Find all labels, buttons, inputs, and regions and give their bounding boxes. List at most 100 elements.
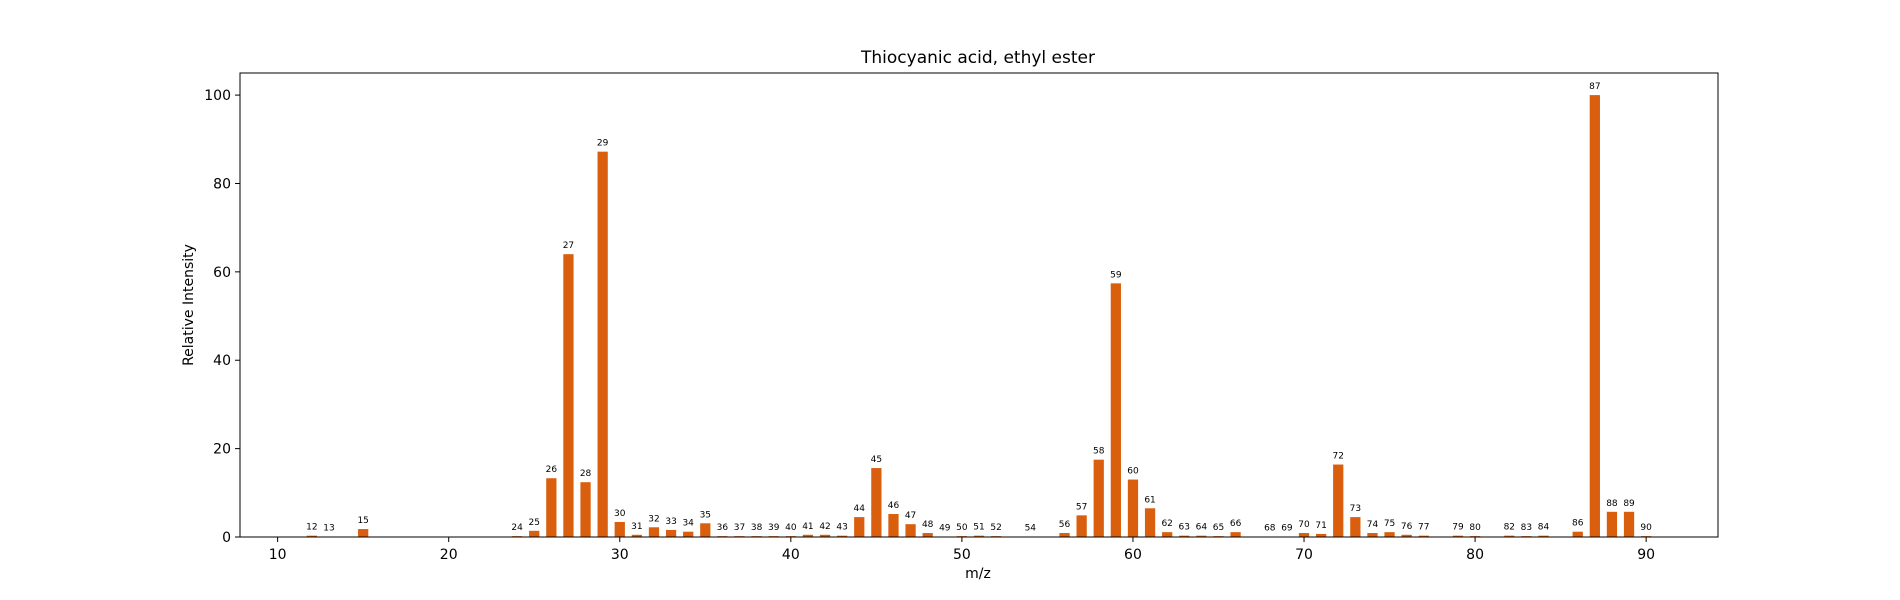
bar-mz-73 — [1350, 517, 1361, 537]
y-axis-ticks: 0 20 40 60 80 100 — [204, 88, 240, 546]
bar-mz-71 — [1316, 533, 1327, 537]
bar-label-56: 56 — [1059, 520, 1071, 530]
bar-mz-88 — [1606, 511, 1618, 537]
bar-label-57: 57 — [1076, 502, 1087, 512]
bar-mz-84 — [1538, 535, 1549, 537]
bar-mz-43 — [837, 535, 848, 537]
x-tick-label-40: 40 — [782, 547, 800, 563]
bar-label-70: 70 — [1298, 520, 1310, 530]
y-tick-label-100: 100 — [204, 88, 231, 104]
bar-mz-30 — [614, 521, 625, 537]
bar-mz-57 — [1076, 515, 1087, 537]
bar-label-13: 13 — [323, 524, 334, 534]
bar-label-34: 34 — [682, 519, 694, 529]
bar-label-66: 66 — [1230, 519, 1242, 529]
bar-label-51: 51 — [973, 523, 984, 533]
bar-label-29: 29 — [597, 139, 609, 149]
bar-mz-61 — [1144, 508, 1156, 537]
bar-mz-60 — [1127, 479, 1139, 537]
bar-mz-59 — [1110, 283, 1121, 537]
x-tick-label-70: 70 — [1295, 547, 1313, 563]
bar-mz-48 — [922, 533, 933, 537]
bar-label-80: 80 — [1469, 523, 1481, 533]
bar-mz-70 — [1298, 533, 1310, 537]
bar-mz-15 — [358, 529, 369, 537]
x-tick-label-30: 30 — [611, 547, 629, 563]
bar-label-12: 12 — [306, 523, 317, 533]
bar-label-26: 26 — [546, 465, 558, 475]
bar-label-60: 60 — [1127, 467, 1139, 477]
bar-mz-46 — [888, 514, 899, 537]
bar-label-59: 59 — [1110, 270, 1122, 280]
bar-label-58: 58 — [1093, 447, 1105, 457]
bar-mz-62 — [1162, 532, 1173, 537]
bar-label-82: 82 — [1504, 523, 1515, 533]
bar-mz-87 — [1589, 95, 1600, 537]
bar-label-31: 31 — [631, 522, 642, 532]
bar-mz-51 — [973, 535, 985, 537]
bar-label-48: 48 — [922, 520, 934, 530]
chart-title: Thiocyanic acid, ethyl ester — [860, 48, 1095, 68]
bar-label-84: 84 — [1538, 523, 1550, 533]
bar-mz-44 — [854, 517, 865, 537]
x-axis-label: m/z — [965, 566, 991, 582]
x-tick-label-60: 60 — [1124, 547, 1142, 563]
bar-mz-26 — [546, 478, 557, 537]
y-tick-label-40: 40 — [213, 353, 231, 369]
bar-label-28: 28 — [580, 469, 592, 479]
bar-mz-32 — [648, 527, 660, 537]
bar-label-24: 24 — [511, 523, 523, 533]
bar-label-27: 27 — [563, 241, 574, 251]
bar-label-61: 61 — [1144, 495, 1155, 505]
bar-label-63: 63 — [1179, 523, 1190, 533]
bar-label-75: 75 — [1384, 519, 1395, 529]
bar-label-90: 90 — [1640, 523, 1652, 533]
bar-label-76: 76 — [1401, 522, 1413, 532]
bar-label-74: 74 — [1367, 520, 1379, 530]
bar-label-69: 69 — [1281, 524, 1293, 534]
bar-mz-28 — [580, 482, 591, 537]
bar-label-35: 35 — [700, 510, 711, 520]
bar-mz-89 — [1623, 511, 1635, 537]
bar-label-77: 77 — [1418, 523, 1429, 533]
bar-label-49: 49 — [939, 524, 951, 534]
bar-label-64: 64 — [1196, 523, 1208, 533]
bar-label-30: 30 — [614, 509, 626, 519]
bar-mz-41 — [802, 534, 814, 537]
bar-mz-66 — [1230, 532, 1241, 537]
x-tick-label-90: 90 — [1637, 547, 1655, 563]
bar-label-46: 46 — [888, 501, 900, 511]
bar-mz-72 — [1333, 464, 1344, 537]
bar-label-41: 41 — [802, 522, 813, 532]
y-axis-label: Relative Intensity — [181, 244, 197, 366]
bar-mz-12 — [306, 535, 317, 537]
bar-mz-42 — [819, 534, 831, 537]
bar-mz-56 — [1059, 533, 1070, 537]
bar-mz-33 — [665, 529, 677, 537]
x-axis-ticks: 10 20 30 40 50 60 70 80 90 — [269, 537, 1655, 563]
bar-mz-35 — [700, 523, 711, 537]
bar-mz-64 — [1196, 535, 1207, 537]
bar-mz-82 — [1504, 535, 1515, 537]
bar-mz-79 — [1452, 535, 1464, 537]
bar-label-39: 39 — [768, 523, 780, 533]
bars-group — [306, 95, 1652, 537]
bar-label-33: 33 — [665, 517, 676, 527]
bar-label-40: 40 — [785, 523, 797, 533]
bar-mz-58 — [1093, 459, 1104, 537]
bar-label-65: 65 — [1213, 523, 1224, 533]
y-tick-label-60: 60 — [213, 265, 231, 281]
bar-mz-25 — [529, 530, 540, 537]
bar-label-72: 72 — [1333, 452, 1344, 462]
bar-label-44: 44 — [854, 504, 866, 514]
bar-mz-75 — [1384, 532, 1395, 537]
bar-label-86: 86 — [1572, 519, 1584, 529]
x-tick-label-50: 50 — [953, 547, 971, 563]
bar-mz-47 — [905, 524, 916, 537]
y-tick-label-0: 0 — [222, 530, 231, 546]
bar-label-52: 52 — [990, 523, 1001, 533]
bar-mz-63 — [1179, 535, 1190, 537]
bar-labels-group: 12 13 15 24 25 26 27 28 29 30 31 32 33 34 35 36 37 38 39 40… — [306, 82, 1652, 533]
x-tick-label-10: 10 — [269, 547, 287, 563]
